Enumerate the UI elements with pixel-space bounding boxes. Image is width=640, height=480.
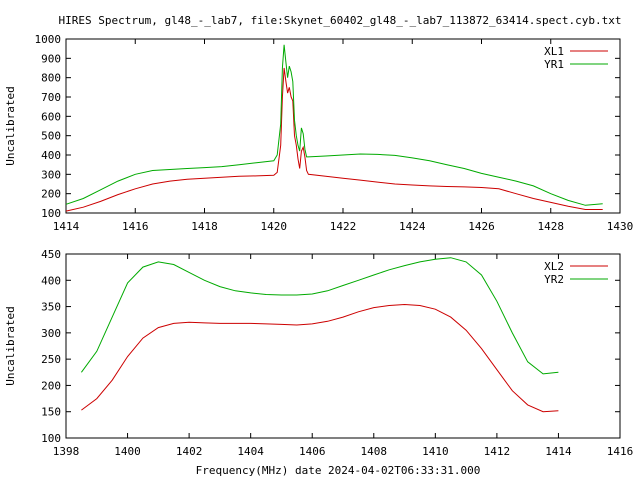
x-tick-label: 1430	[607, 220, 634, 233]
series-line-yr1	[65, 44, 603, 206]
y-tick-label: 200	[41, 188, 61, 201]
y-tick-label: 700	[41, 91, 61, 104]
x-tick-label: 1422	[330, 220, 357, 233]
y-tick-label: 500	[41, 130, 61, 143]
legend-label-xl2: XL2	[544, 260, 564, 273]
y-tick-label: 200	[41, 379, 61, 392]
y-tick-label: 400	[41, 274, 61, 287]
x-tick-label: 1410	[422, 445, 449, 458]
x-tick-label: 1416	[607, 445, 634, 458]
x-tick-label: 1428	[538, 220, 565, 233]
bottom-panel: Uncalibrated 100 150 200 250 300 350 400 450 139…	[4, 248, 633, 458]
x-tick-label: 1424	[399, 220, 426, 233]
series-line-yr2	[80, 257, 559, 375]
x-tick-label: 1416	[122, 220, 149, 233]
x-tick-label: 1402	[176, 445, 203, 458]
y-tick-label: 150	[41, 406, 61, 419]
bottom-plot-frame	[65, 253, 621, 439]
y-tick-label: 350	[41, 301, 61, 314]
y-tick-label: 100	[41, 207, 61, 220]
x-tick-label: 1414	[545, 445, 572, 458]
x-tick-label: 1400	[114, 445, 141, 458]
y-tick-label: 800	[41, 72, 61, 85]
y-tick-label: 100	[41, 432, 61, 445]
x-tick-label: 1406	[299, 445, 326, 458]
y-tick-label: 1000	[35, 33, 62, 46]
legend-label-yr2: YR2	[544, 273, 564, 286]
series-line-xl1	[65, 67, 603, 212]
y-tick-label: 250	[41, 353, 61, 366]
y-tick-label: 450	[41, 248, 61, 261]
x-axis-label: Frequency(MHz) date 2024-04-02T06:33:31.…	[196, 464, 481, 477]
top-plot-frame	[65, 38, 621, 214]
x-tick-label: 1426	[468, 220, 495, 233]
chart-title: HIRES Spectrum, gl48_-_lab7, file:Skynet…	[59, 14, 622, 27]
x-tick-label: 1420	[261, 220, 288, 233]
x-tick-label: 1412	[484, 445, 511, 458]
x-tick-label: 1404	[237, 445, 264, 458]
x-tick-label: 1408	[361, 445, 388, 458]
y-tick-label: 400	[41, 149, 61, 162]
x-tick-label: 1398	[53, 445, 80, 458]
y-tick-label: 900	[41, 52, 61, 65]
top-y-axis-label: Uncalibrated	[4, 86, 17, 165]
top-panel: Uncalibrated 100 200 300 400 500 600 700 800 900…	[4, 33, 633, 233]
y-tick-label: 300	[41, 168, 61, 181]
series-line-xl2	[81, 303, 559, 413]
y-tick-label: 600	[41, 110, 61, 123]
bottom-y-axis-label: Uncalibrated	[4, 306, 17, 385]
y-tick-label: 300	[41, 327, 61, 340]
x-tick-label: 1418	[191, 220, 218, 233]
legend-label-xl1: XL1	[544, 45, 564, 58]
x-tick-label: 1414	[53, 220, 80, 233]
legend-label-yr1: YR1	[544, 58, 564, 71]
